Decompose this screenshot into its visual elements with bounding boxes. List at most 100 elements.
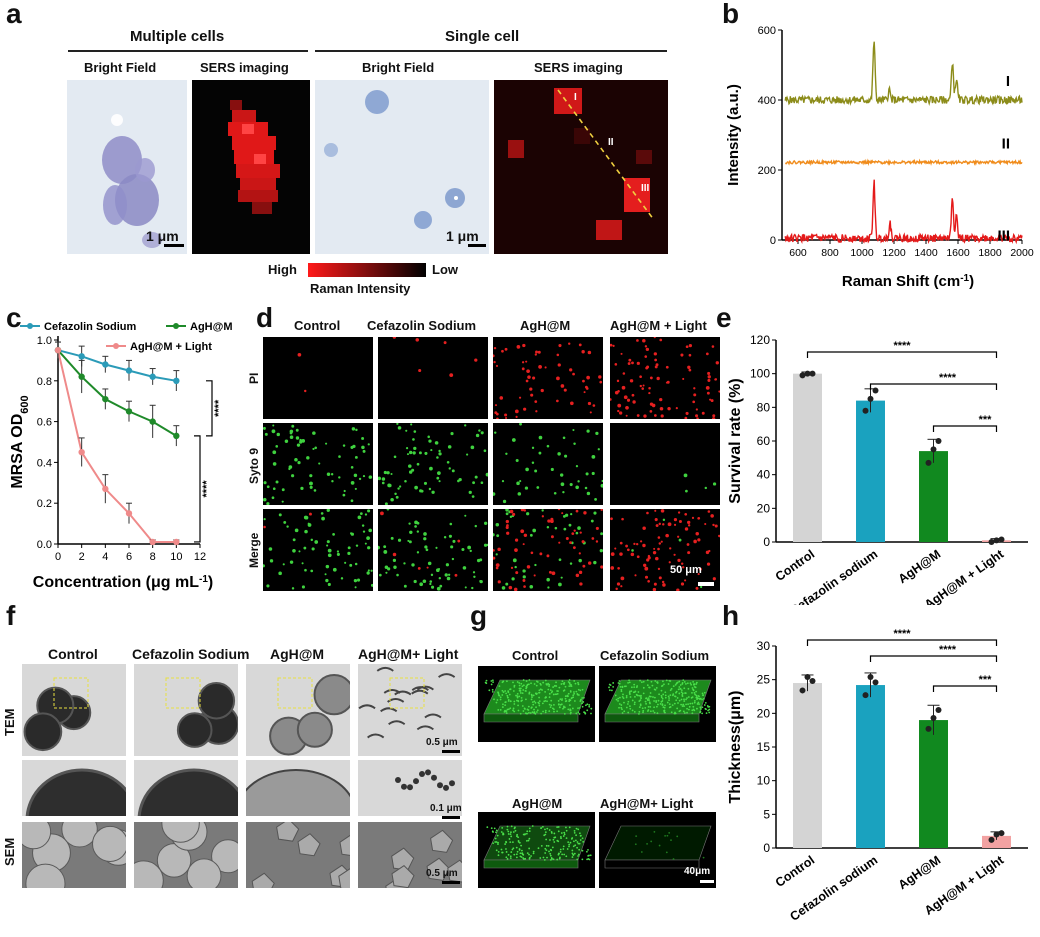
biofilm-dot bbox=[577, 828, 580, 831]
e-ytick-label: 120 bbox=[750, 333, 770, 347]
biofilm-dot bbox=[683, 687, 686, 690]
biofilm-dot bbox=[528, 691, 531, 694]
green-cell bbox=[309, 481, 313, 486]
biofilm-dot bbox=[644, 706, 647, 709]
debris bbox=[425, 769, 431, 776]
biofilm-dot bbox=[491, 830, 494, 833]
biofilm-dot bbox=[609, 684, 612, 686]
biofilm-3d-2 bbox=[478, 812, 595, 888]
red-cell bbox=[525, 360, 528, 363]
biofilm-dot bbox=[575, 690, 578, 693]
biofilm-dot bbox=[556, 710, 559, 713]
c-xtick-label: 0 bbox=[55, 551, 61, 563]
h-datapoint bbox=[872, 679, 879, 686]
h-datapoint bbox=[993, 831, 1000, 838]
biofilm-dot bbox=[633, 701, 636, 704]
green-cell bbox=[560, 576, 563, 579]
c-point bbox=[149, 538, 156, 546]
green-cell bbox=[474, 475, 478, 479]
biofilm-dot bbox=[575, 827, 578, 830]
biofilm-dot bbox=[619, 696, 621, 699]
biofilm-dot bbox=[571, 852, 574, 855]
red-cell bbox=[714, 378, 717, 381]
biofilm-dot bbox=[566, 848, 569, 850]
biofilm-dot bbox=[527, 705, 530, 708]
red-cell bbox=[705, 352, 709, 356]
biofilm-dot bbox=[562, 689, 565, 692]
red-cell bbox=[707, 510, 711, 513]
green-cell bbox=[386, 509, 390, 511]
biofilm-dot bbox=[579, 699, 582, 702]
biofilm-dot bbox=[639, 679, 641, 682]
green-cell bbox=[347, 551, 351, 555]
group-line-multi bbox=[68, 50, 308, 52]
biofilm-dot bbox=[612, 682, 615, 684]
biofilm-dot bbox=[652, 696, 654, 698]
green-cell bbox=[591, 455, 596, 459]
green-cell bbox=[310, 538, 314, 542]
biofilm-dot bbox=[568, 843, 571, 846]
biofilm-dot bbox=[569, 708, 572, 711]
green-cell bbox=[313, 489, 317, 492]
red-cell bbox=[499, 396, 504, 400]
e-datapoint bbox=[862, 407, 869, 414]
green-cell bbox=[683, 473, 688, 478]
biofilm-dot bbox=[510, 851, 513, 853]
zoom-box bbox=[53, 677, 89, 709]
biofilm-dot bbox=[667, 695, 670, 698]
biofilm-dot bbox=[545, 849, 548, 852]
green-cell bbox=[553, 491, 557, 495]
red-cell bbox=[619, 541, 623, 545]
g-label-control: Control bbox=[512, 648, 559, 663]
red-cell bbox=[587, 401, 592, 406]
fluorescence-image-grid bbox=[263, 337, 720, 593]
biofilm-dot bbox=[660, 696, 663, 699]
green-cell bbox=[291, 424, 295, 428]
red-cell bbox=[537, 350, 541, 354]
biofilm-dot bbox=[549, 858, 552, 861]
red-cell bbox=[535, 410, 538, 413]
biofilm-dot bbox=[577, 711, 580, 714]
biofilm-dot bbox=[702, 697, 705, 700]
biofilm-dot bbox=[569, 699, 572, 702]
biofilm-dot bbox=[565, 837, 568, 840]
green-cell bbox=[423, 481, 428, 485]
green-cell bbox=[428, 439, 432, 443]
red-cell bbox=[657, 567, 661, 571]
green-cell bbox=[505, 582, 509, 586]
red-cell bbox=[526, 369, 530, 374]
f-scale-label-1: 0.5 μm bbox=[426, 737, 458, 748]
biofilm-dot bbox=[543, 859, 546, 861]
red-cell bbox=[687, 520, 691, 525]
green-cell bbox=[331, 480, 334, 483]
biofilm-dot bbox=[528, 711, 530, 714]
h-datapoint bbox=[862, 692, 869, 699]
c-ytick-label: 0.2 bbox=[37, 498, 52, 510]
red-cell bbox=[687, 551, 691, 555]
red-cell bbox=[515, 571, 519, 575]
biofilm-dot bbox=[674, 695, 676, 698]
c-point bbox=[54, 347, 62, 354]
biofilm-dot bbox=[662, 680, 664, 683]
green-cell bbox=[395, 495, 399, 499]
green-cell bbox=[462, 566, 467, 570]
sem-debris bbox=[276, 822, 300, 842]
zoom-box bbox=[165, 677, 201, 709]
biofilm-dot bbox=[642, 686, 645, 689]
green-cell bbox=[408, 522, 411, 525]
green-cell bbox=[314, 540, 319, 544]
debris bbox=[419, 770, 425, 777]
biofilm-dot bbox=[696, 703, 699, 705]
biofilm-dot bbox=[546, 683, 548, 686]
red-cell bbox=[506, 531, 510, 535]
red-cell bbox=[610, 398, 612, 401]
green-cell bbox=[536, 486, 540, 489]
green-cell bbox=[336, 550, 340, 553]
green-cell bbox=[286, 525, 289, 528]
green-cell bbox=[525, 467, 529, 472]
c-ytick-label: 0.8 bbox=[37, 376, 52, 388]
biofilm-dot bbox=[635, 686, 638, 689]
green-cell bbox=[312, 447, 315, 451]
biofilm-dot bbox=[683, 698, 685, 701]
green-cell bbox=[511, 577, 515, 581]
